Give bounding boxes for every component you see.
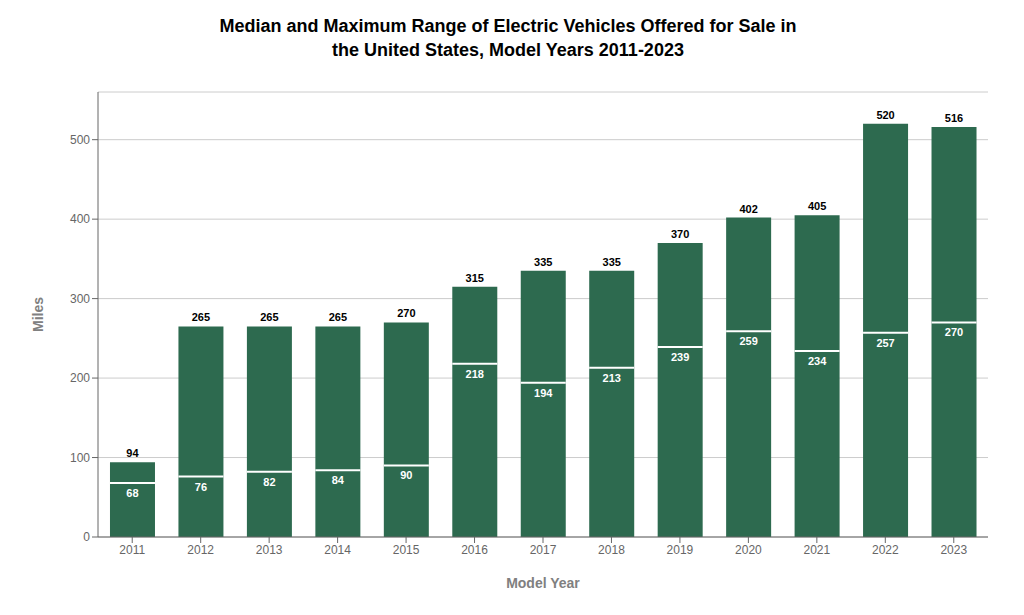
svg-text:90: 90 xyxy=(400,469,412,481)
svg-text:2015: 2015 xyxy=(393,543,420,557)
svg-text:234: 234 xyxy=(808,355,827,367)
svg-text:218: 218 xyxy=(466,368,484,380)
svg-text:2017: 2017 xyxy=(530,543,557,557)
html-text:the United States, Model Years: the United States, Model Years 2011-2023 xyxy=(332,40,684,60)
svg-text:213: 213 xyxy=(603,372,621,384)
svg-text:265: 265 xyxy=(329,311,347,323)
svg-text:82: 82 xyxy=(263,476,275,488)
svg-text:100: 100 xyxy=(70,451,90,465)
svg-text:402: 402 xyxy=(739,203,757,215)
svg-text:315: 315 xyxy=(466,272,484,284)
svg-text:270: 270 xyxy=(945,326,963,338)
svg-text:2023: 2023 xyxy=(940,543,967,557)
svg-text:270: 270 xyxy=(397,307,415,319)
svg-text:500: 500 xyxy=(70,133,90,147)
svg-text:68: 68 xyxy=(126,487,138,499)
svg-text:2012: 2012 xyxy=(187,543,214,557)
svg-text:335: 335 xyxy=(534,256,552,268)
svg-text:520: 520 xyxy=(876,109,894,121)
svg-text:Model Year: Model Year xyxy=(506,575,580,591)
svg-text:2013: 2013 xyxy=(256,543,283,557)
svg-text:265: 265 xyxy=(192,311,210,323)
svg-text:2014: 2014 xyxy=(324,543,351,557)
svg-text:0: 0 xyxy=(83,530,90,544)
svg-text:94: 94 xyxy=(126,447,139,459)
svg-text:194: 194 xyxy=(534,387,553,399)
svg-text:265: 265 xyxy=(260,311,278,323)
svg-text:76: 76 xyxy=(195,481,207,493)
svg-text:200: 200 xyxy=(70,371,90,385)
svg-text:405: 405 xyxy=(808,200,826,212)
svg-text:2022: 2022 xyxy=(872,543,899,557)
html-text:Median and Maximum Range of El: Median and Maximum Range of Electric Veh… xyxy=(219,16,797,36)
svg-text:257: 257 xyxy=(876,337,894,349)
svg-text:300: 300 xyxy=(70,292,90,306)
svg-text:Miles: Miles xyxy=(30,297,46,332)
svg-text:370: 370 xyxy=(671,228,689,240)
svg-text:84: 84 xyxy=(332,474,345,486)
svg-text:2019: 2019 xyxy=(667,543,694,557)
svg-text:2016: 2016 xyxy=(461,543,488,557)
svg-text:335: 335 xyxy=(603,256,621,268)
svg-text:239: 239 xyxy=(671,351,689,363)
svg-text:516: 516 xyxy=(945,112,963,124)
svg-text:2018: 2018 xyxy=(598,543,625,557)
svg-text:400: 400 xyxy=(70,212,90,226)
svg-text:2011: 2011 xyxy=(119,543,145,557)
svg-text:2021: 2021 xyxy=(803,543,830,557)
svg-text:259: 259 xyxy=(739,335,757,347)
svg-text:2020: 2020 xyxy=(735,543,762,557)
